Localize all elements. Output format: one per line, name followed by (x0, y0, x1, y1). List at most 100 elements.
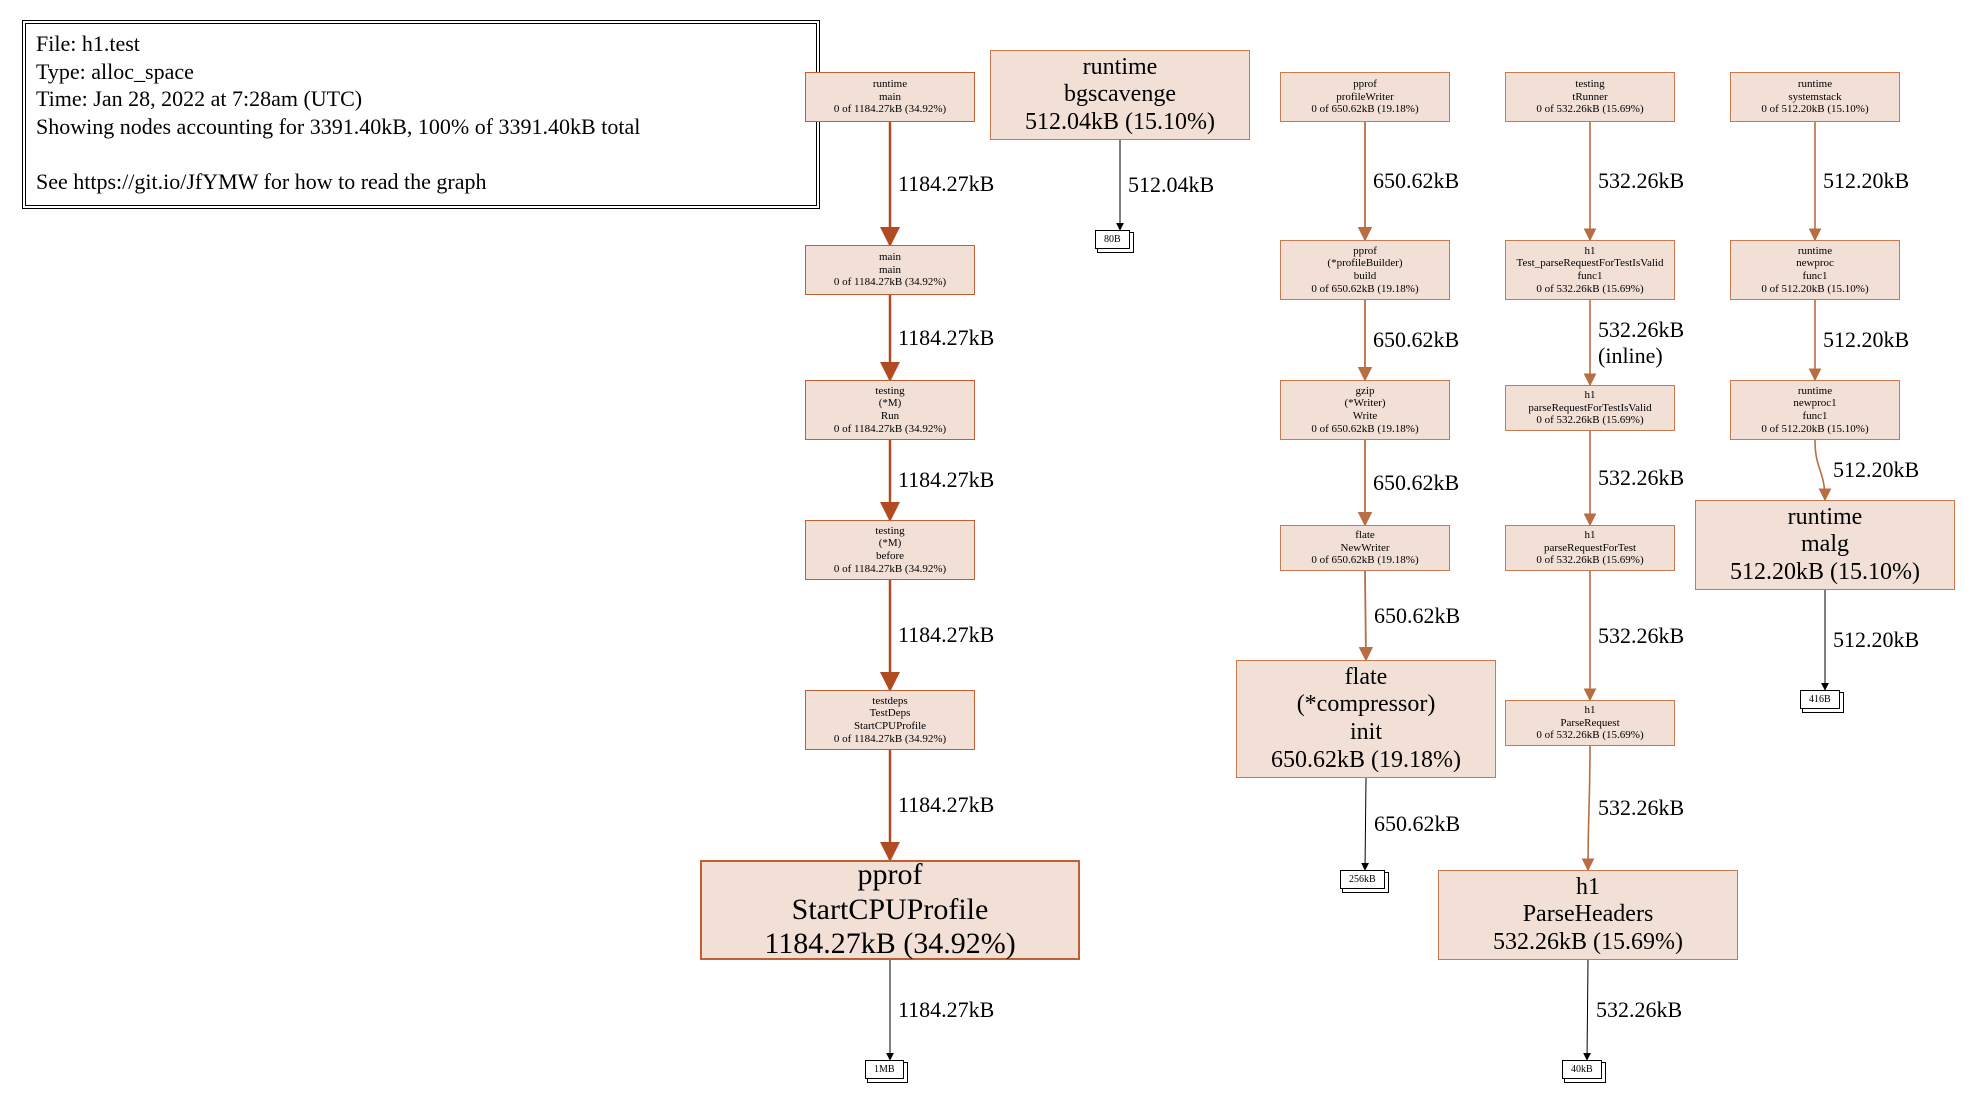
node-rt_newproc1[interactable]: runtimenewproc1func10 of 512.20kB (15.10… (1730, 380, 1900, 440)
node-line: 0 of 512.20kB (15.10%) (1761, 283, 1868, 296)
node-flate_init[interactable]: flate(*compressor)init650.62kB (19.18%) (1236, 660, 1496, 778)
node-line: h1 (1585, 245, 1596, 258)
node-line: 0 of 650.62kB (19.18%) (1311, 283, 1418, 296)
node-line: ParseRequest (1560, 717, 1619, 730)
node-h1_test_func1[interactable]: h1Test_parseRequestForTestIsValidfunc10 … (1505, 240, 1675, 300)
node-testing_before[interactable]: testing(*M)before0 of 1184.27kB (34.92%) (805, 520, 975, 580)
node-line: (*M) (879, 397, 902, 410)
node-rt_systemstack[interactable]: runtimesystemstack0 of 512.20kB (15.10%) (1730, 72, 1900, 122)
edge-flate_nw-to-flate_init (1365, 571, 1366, 660)
edge-label: 512.20kB (1833, 457, 1919, 483)
edge-h1_ParseHdrs-to-sink_40kB (1587, 960, 1588, 1060)
node-line: flate (1355, 529, 1375, 542)
pprof-graph-canvas: File: h1.testType: alloc_spaceTime: Jan … (0, 0, 1982, 1119)
info-line: Time: Jan 28, 2022 at 7:28am (UTC) (36, 85, 806, 113)
node-line: testing (875, 525, 904, 538)
edge-label: 1184.27kB (898, 792, 994, 818)
node-testing_run[interactable]: testing(*M)Run0 of 1184.27kB (34.92%) (805, 380, 975, 440)
node-line: (*compressor) (1297, 691, 1436, 719)
node-line: h1 (1576, 874, 1600, 902)
node-line: runtime (873, 78, 907, 91)
node-line: 0 of 512.20kB (15.10%) (1761, 423, 1868, 436)
node-line: 0 of 1184.27kB (34.92%) (834, 563, 946, 576)
node-line: 0 of 532.26kB (15.69%) (1536, 103, 1643, 116)
node-line: runtime (1788, 504, 1863, 532)
node-line: testing (1575, 78, 1604, 91)
edge-label: 1184.27kB (898, 171, 994, 197)
node-line: runtime (1798, 78, 1832, 91)
node-bgscavenge[interactable]: runtimebgscavenge512.04kB (15.10%) (990, 50, 1250, 140)
node-line: Run (881, 410, 899, 423)
node-flate_nw[interactable]: flateNewWriter0 of 650.62kB (19.18%) (1280, 525, 1450, 571)
node-line: 0 of 532.26kB (15.69%) (1536, 729, 1643, 742)
edge-label: 512.04kB (1128, 172, 1214, 198)
node-testing_tr[interactable]: testingtRunner0 of 532.26kB (15.69%) (1505, 72, 1675, 122)
node-line: 0 of 1184.27kB (34.92%) (834, 276, 946, 289)
edge-label: 1184.27kB (898, 622, 994, 648)
node-line: 0 of 650.62kB (19.18%) (1311, 103, 1418, 116)
edge-label: 650.62kB (1373, 168, 1459, 194)
node-testdeps[interactable]: testdepsTestDepsStartCPUProfile0 of 1184… (805, 690, 975, 750)
node-h1_parseForTest[interactable]: h1parseRequestForTest0 of 532.26kB (15.6… (1505, 525, 1675, 571)
edge-label: 650.62kB (1373, 327, 1459, 353)
sink-sink_40kB: 40kB (1562, 1060, 1602, 1079)
node-line: pprof (858, 858, 923, 893)
node-line: profileWriter (1336, 91, 1394, 104)
node-line: newproc1 (1793, 397, 1836, 410)
node-line: (*profileBuilder) (1327, 257, 1402, 270)
edge-label: 532.26kB (1598, 623, 1684, 649)
edge-label: 1184.27kB (898, 997, 994, 1023)
node-pprof_start[interactable]: pprofStartCPUProfile1184.27kB (34.92%) (700, 860, 1080, 960)
node-line: runtime (1083, 54, 1158, 82)
node-line: 0 of 532.26kB (15.69%) (1536, 283, 1643, 296)
node-line: main (879, 264, 901, 277)
edge-label: 532.26kB (1596, 997, 1682, 1023)
edge-rt_newproc1-to-rt_malg (1815, 440, 1825, 500)
node-line: Test_parseRequestForTestIsValid (1517, 257, 1664, 270)
node-line: func1 (1802, 410, 1827, 423)
node-line: pprof (1353, 78, 1377, 91)
node-pprof_pw[interactable]: pprofprofileWriter0 of 650.62kB (19.18%) (1280, 72, 1450, 122)
node-h1_ParseReq[interactable]: h1ParseRequest0 of 532.26kB (15.69%) (1505, 700, 1675, 746)
node-line: h1 (1585, 529, 1596, 542)
node-rt_malg[interactable]: runtimemalg512.20kB (15.10%) (1695, 500, 1955, 590)
node-line: init (1350, 719, 1382, 747)
node-gzip_write[interactable]: gzip(*Writer)Write0 of 650.62kB (19.18%) (1280, 380, 1450, 440)
node-line: systemstack (1788, 91, 1841, 104)
node-line: newproc (1796, 257, 1834, 270)
node-pprof_build[interactable]: pprof(*profileBuilder)build0 of 650.62kB… (1280, 240, 1450, 300)
node-h1_parseValid[interactable]: h1parseRequestForTestIsValid0 of 532.26k… (1505, 385, 1675, 431)
node-line: func1 (1577, 270, 1602, 283)
edge-label: 650.62kB (1374, 603, 1460, 629)
info-line (36, 140, 806, 168)
info-line: File: h1.test (36, 30, 806, 58)
node-line: parseRequestForTestIsValid (1528, 402, 1651, 415)
node-line: ParseHeaders (1523, 901, 1654, 929)
node-line: flate (1345, 664, 1388, 692)
node-line: StartCPUProfile (854, 720, 926, 733)
node-rt_newproc[interactable]: runtimenewprocfunc10 of 512.20kB (15.10%… (1730, 240, 1900, 300)
edge-label: 532.26kB(inline) (1598, 317, 1684, 369)
sink-sink_416B: 416B (1800, 690, 1840, 709)
node-line: h1 (1585, 389, 1596, 402)
node-rt_main[interactable]: runtimemain0 of 1184.27kB (34.92%) (805, 72, 975, 122)
node-line: pprof (1353, 245, 1377, 258)
edge-label: 512.20kB (1823, 327, 1909, 353)
edge-label: 650.62kB (1374, 811, 1460, 837)
node-line: 0 of 1184.27kB (34.92%) (834, 103, 946, 116)
node-line: testdeps (872, 695, 907, 708)
info-line: Showing nodes accounting for 3391.40kB, … (36, 113, 806, 141)
node-h1_ParseHdrs[interactable]: h1ParseHeaders532.26kB (15.69%) (1438, 870, 1738, 960)
edge-label: 512.20kB (1833, 627, 1919, 653)
edge-label: 532.26kB (1598, 795, 1684, 821)
edge-label: 512.20kB (1823, 168, 1909, 194)
node-main_main[interactable]: mainmain0 of 1184.27kB (34.92%) (805, 245, 975, 295)
node-line: 0 of 650.62kB (19.18%) (1311, 554, 1418, 567)
node-line: gzip (1356, 385, 1375, 398)
node-line: h1 (1585, 704, 1596, 717)
edge-label: 1184.27kB (898, 467, 994, 493)
info-line: Type: alloc_space (36, 58, 806, 86)
sink-sink_1MB: 1MB (865, 1060, 904, 1079)
edge-label: 532.26kB (1598, 168, 1684, 194)
node-line: main (879, 251, 901, 264)
